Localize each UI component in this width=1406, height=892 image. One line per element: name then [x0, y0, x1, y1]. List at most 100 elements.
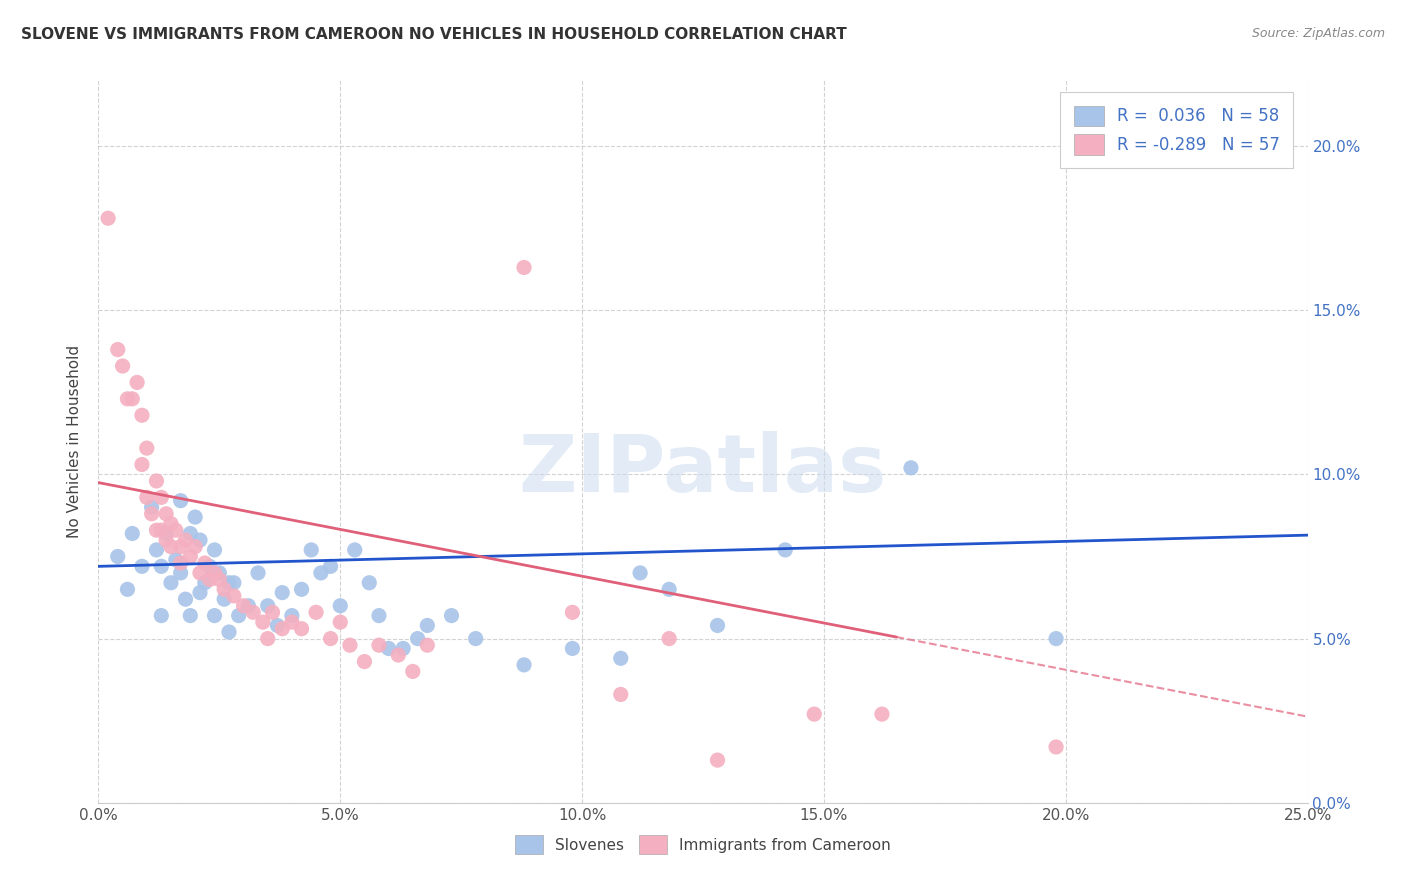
- Point: [165, 553, 187, 567]
- Point: [218, 575, 240, 590]
- Point: [290, 582, 312, 597]
- Point: [228, 608, 250, 623]
- Point: [117, 392, 139, 406]
- Point: [141, 500, 163, 515]
- Point: [179, 526, 201, 541]
- Point: [359, 575, 381, 590]
- Point: [145, 523, 167, 537]
- Point: [150, 608, 173, 623]
- Point: [169, 566, 191, 580]
- Point: [416, 618, 439, 632]
- Point: [309, 566, 332, 580]
- Point: [870, 707, 893, 722]
- Point: [131, 409, 153, 423]
- Text: Source: ZipAtlas.com: Source: ZipAtlas.com: [1251, 27, 1385, 40]
- Point: [247, 566, 270, 580]
- Point: [387, 648, 409, 662]
- Point: [803, 707, 825, 722]
- Point: [377, 641, 399, 656]
- Point: [773, 542, 796, 557]
- Point: [212, 582, 235, 597]
- Point: [121, 526, 143, 541]
- Point: [194, 556, 217, 570]
- Point: [194, 575, 217, 590]
- Point: [155, 507, 177, 521]
- Point: [131, 458, 153, 472]
- Point: [169, 493, 191, 508]
- Point: [204, 542, 226, 557]
- Point: [184, 540, 207, 554]
- Point: [150, 491, 173, 505]
- Point: [145, 474, 167, 488]
- Point: [127, 376, 149, 390]
- Point: [368, 638, 391, 652]
- Point: [402, 665, 425, 679]
- Point: [610, 651, 633, 665]
- Point: [256, 599, 278, 613]
- Point: [1045, 739, 1067, 754]
- Point: [111, 359, 134, 373]
- Point: [218, 625, 240, 640]
- Point: [160, 540, 183, 554]
- Point: [299, 542, 322, 557]
- Point: [290, 622, 312, 636]
- Point: [117, 582, 139, 597]
- Point: [271, 585, 294, 599]
- Point: [238, 599, 260, 613]
- Point: [305, 605, 328, 619]
- Point: [271, 622, 294, 636]
- Point: [513, 260, 536, 275]
- Point: [141, 507, 163, 521]
- Point: [169, 556, 191, 570]
- Point: [174, 533, 197, 547]
- Legend: Slovenes, Immigrants from Cameroon: Slovenes, Immigrants from Cameroon: [509, 830, 897, 860]
- Point: [135, 441, 157, 455]
- Text: SLOVENE VS IMMIGRANTS FROM CAMEROON NO VEHICLES IN HOUSEHOLD CORRELATION CHART: SLOVENE VS IMMIGRANTS FROM CAMEROON NO V…: [21, 27, 846, 42]
- Point: [319, 559, 342, 574]
- Point: [135, 491, 157, 505]
- Point: [610, 687, 633, 701]
- Point: [107, 343, 129, 357]
- Point: [198, 559, 221, 574]
- Point: [204, 566, 226, 580]
- Point: [204, 608, 226, 623]
- Point: [222, 589, 245, 603]
- Point: [160, 516, 183, 531]
- Point: [208, 573, 231, 587]
- Point: [155, 533, 177, 547]
- Point: [406, 632, 429, 646]
- Point: [121, 392, 143, 406]
- Point: [256, 632, 278, 646]
- Point: [188, 566, 211, 580]
- Point: [513, 657, 536, 672]
- Point: [706, 753, 728, 767]
- Point: [184, 510, 207, 524]
- Point: [242, 605, 264, 619]
- Point: [208, 566, 231, 580]
- Point: [658, 582, 681, 597]
- Point: [145, 542, 167, 557]
- Point: [155, 526, 177, 541]
- Point: [561, 641, 583, 656]
- Point: [329, 599, 352, 613]
- Point: [266, 618, 288, 632]
- Point: [628, 566, 651, 580]
- Point: [179, 608, 201, 623]
- Point: [353, 655, 375, 669]
- Point: [198, 573, 221, 587]
- Point: [1045, 632, 1067, 646]
- Point: [252, 615, 274, 630]
- Point: [188, 533, 211, 547]
- Point: [262, 605, 284, 619]
- Point: [329, 615, 352, 630]
- Point: [107, 549, 129, 564]
- Point: [706, 618, 728, 632]
- Y-axis label: No Vehicles in Household: No Vehicles in Household: [67, 345, 83, 538]
- Point: [561, 605, 583, 619]
- Point: [97, 211, 120, 226]
- Point: [319, 632, 342, 646]
- Point: [281, 615, 304, 630]
- Point: [343, 542, 366, 557]
- Point: [165, 523, 187, 537]
- Point: [392, 641, 415, 656]
